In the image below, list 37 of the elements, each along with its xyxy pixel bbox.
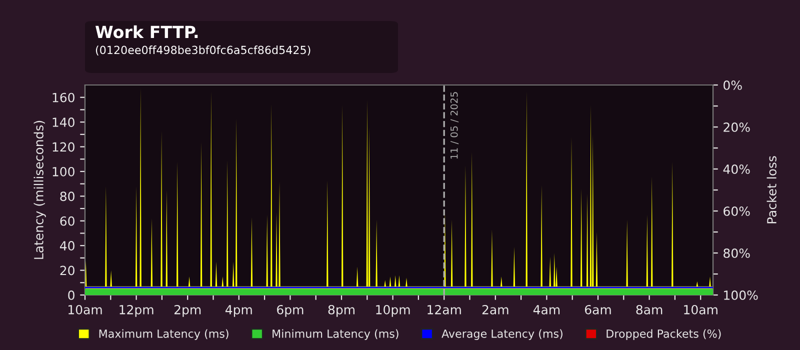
y2-axis-title: Packet loss xyxy=(766,156,776,224)
legend-label: Average Latency (ms) xyxy=(442,329,562,340)
y2-tick-label: 100% xyxy=(724,290,758,300)
x-tick-label: 12am xyxy=(428,304,461,314)
x-tick-label: 6pm xyxy=(277,304,304,317)
chart-title: Work FTTP. xyxy=(95,25,198,38)
y-tick-label: 100 xyxy=(52,166,74,176)
ref-line-label: 11 / 05 / 2025 xyxy=(450,92,459,159)
x-tick-label: 4pm xyxy=(225,305,252,317)
y-tick-label: 160 xyxy=(52,92,74,102)
legend-label: Minimum Latency (ms) xyxy=(272,329,398,340)
y2-tick-label: 0% xyxy=(724,80,742,90)
y-tick-label: 80 xyxy=(60,192,74,202)
y2-tick-label: 60% xyxy=(724,206,750,216)
x-tick-label: 4am xyxy=(533,305,560,314)
y-tick-label: 60 xyxy=(60,216,74,226)
x-tick-label: 12pm xyxy=(120,304,154,317)
legend-label: Maximum Latency (ms) xyxy=(99,329,228,340)
x-tick-label: 6am xyxy=(584,304,611,314)
x-tick-label: 10am xyxy=(684,304,718,314)
x-tick-label: 2am xyxy=(482,304,508,314)
x-tick-label: 10am xyxy=(68,304,102,314)
x-tick-label: 8am xyxy=(636,304,662,314)
chart-subtitle: (0120ee0ff498be3bf0fc6a5cf86d5425) xyxy=(96,46,310,56)
y2-tick-label: 20% xyxy=(724,122,750,132)
y-tick-label: 140 xyxy=(52,118,74,127)
y-tick-label: 0 xyxy=(68,290,74,300)
y-tick-label: 40 xyxy=(60,241,74,251)
legend-label: Dropped Packets (%) xyxy=(606,329,721,340)
x-tick-label: 2pm xyxy=(174,304,201,317)
y2-tick-label: 40% xyxy=(723,164,750,174)
x-tick-label: 10pm xyxy=(376,304,410,317)
y2-tick-label: 80% xyxy=(724,248,750,258)
x-tick-label: 8pm xyxy=(328,304,354,317)
y-tick-label: 120 xyxy=(52,142,74,152)
y-axis-title: Latency (milliseconds) xyxy=(34,120,46,259)
y-tick-label: 20 xyxy=(60,266,74,276)
